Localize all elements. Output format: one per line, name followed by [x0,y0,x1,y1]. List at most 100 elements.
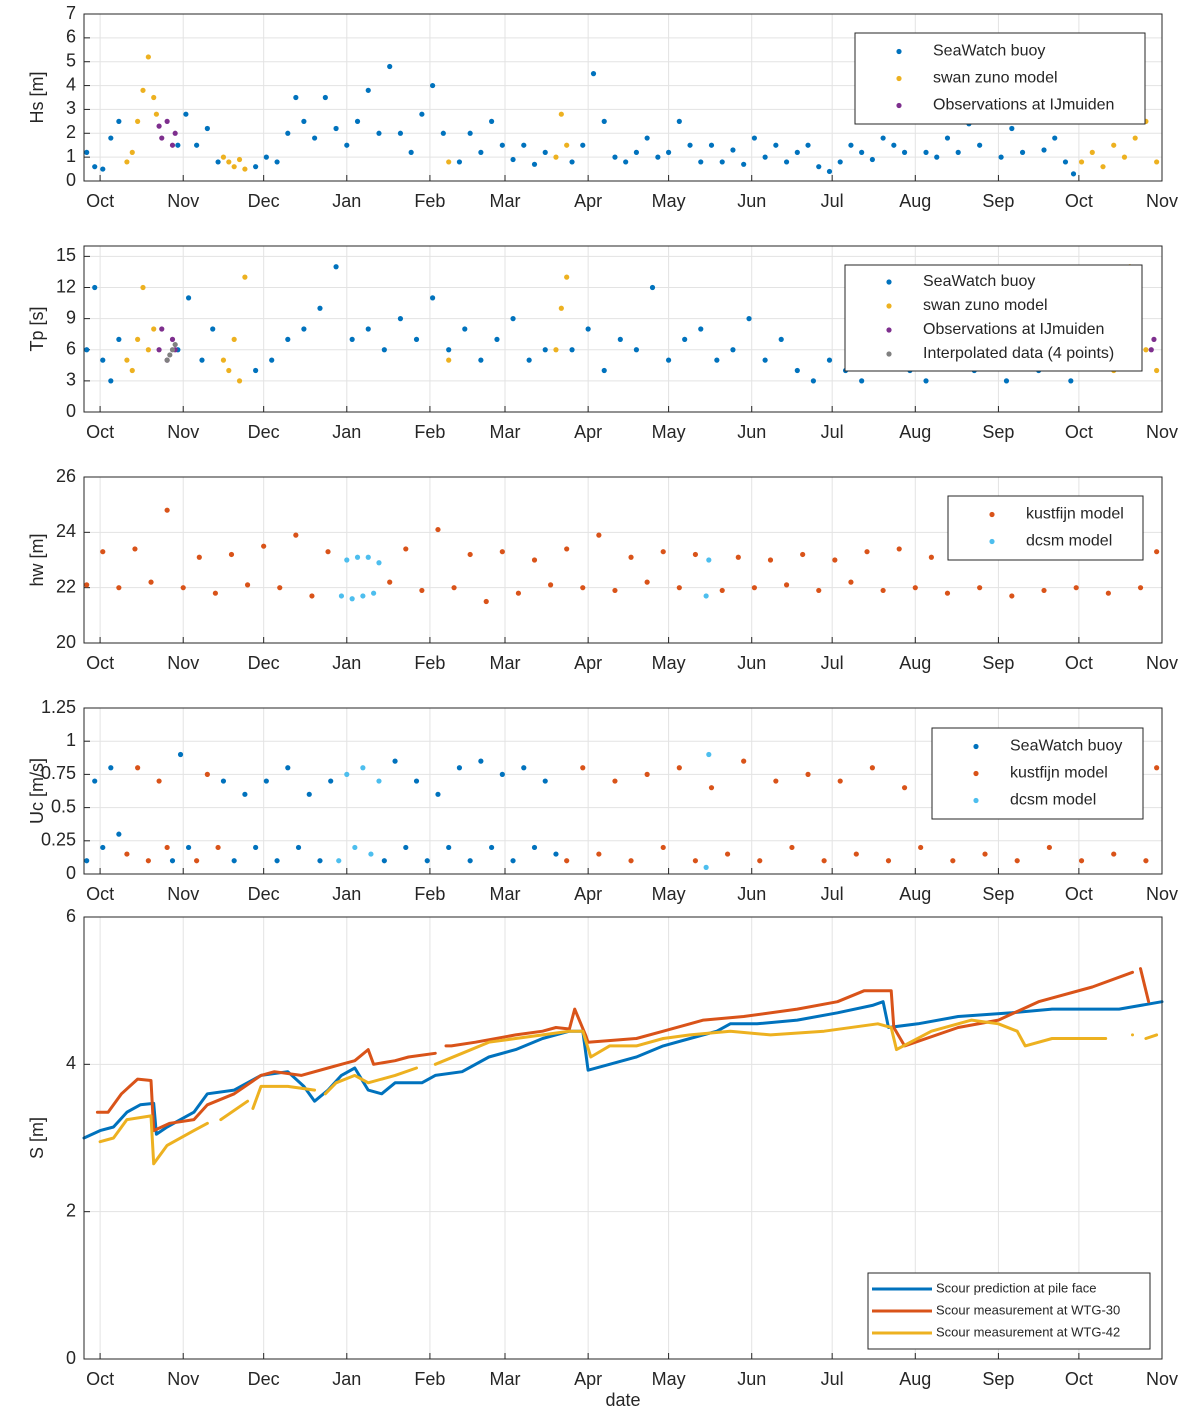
data-point [821,858,827,864]
data-point [848,142,854,148]
series-line [95,967,1151,1133]
data-point [116,585,122,591]
data-point [510,858,516,864]
data-point [196,554,202,560]
y-tick-label: 5 [66,50,76,70]
data-point [295,844,302,851]
y-tick-label: 0 [66,1348,76,1368]
data-point [1089,149,1095,155]
legend-swatch [973,797,979,804]
legend-box [854,32,1146,125]
y-tick-label: 3 [66,370,76,390]
data-point [706,751,712,758]
data-point [553,851,559,857]
data-point [435,791,441,797]
x-tick-label: Apr [574,191,602,211]
data-point [199,357,205,363]
data-point [285,336,291,342]
data-point [564,546,570,552]
data-point [724,851,731,857]
data-point [832,557,838,563]
x-tick-label: Oct [86,653,114,673]
data-point [175,142,181,148]
data-point [880,135,886,141]
data-point [164,357,170,363]
x-tick-label: Oct [86,884,114,904]
data-point [274,858,280,864]
data-point [580,142,586,148]
data-point [419,587,425,594]
x-tick-label: Nov [1146,422,1178,442]
legend-swatch [989,511,995,518]
axes-box [83,707,1163,875]
data-point [494,336,500,342]
legend-label: SeaWatch buoy [923,273,1035,290]
data-point [1148,347,1154,353]
x-tick-label: Oct [1065,884,1093,904]
data-point [633,149,640,155]
x-tick-label: Sep [982,1369,1014,1389]
x-tick-label: Apr [574,884,602,904]
data-point [140,284,146,291]
legend-box [931,727,1144,820]
y-tick-label: 15 [56,245,76,265]
y-tick-label: 3 [66,98,76,118]
x-tick-label: Oct [86,422,114,442]
legend-swatch [886,303,892,309]
data-point [84,858,90,864]
data-point [977,585,983,591]
y-tick-label: 4 [66,74,76,94]
data-point [1070,171,1077,177]
data-point [285,130,291,136]
data-point [1003,378,1010,384]
legend-label: Scour measurement at WTG-30 [936,1302,1120,1317]
data-point [333,125,339,132]
data-point [751,585,757,591]
x-tick-label: Dec [248,191,280,211]
legend-label: Observations at IJmuiden [933,97,1114,114]
data-point [317,858,323,864]
x-tick-label: Nov [1146,1369,1178,1389]
data-point [261,543,267,549]
x-tick-label: Mar [490,1369,521,1389]
x-tick-label: Jan [332,653,361,673]
data-point [172,130,178,136]
x-tick-label: May [652,191,686,211]
data-point [580,765,586,771]
y-axis-label: S [m] [27,1117,47,1159]
data-point [1154,159,1160,165]
y-tick-label: 0 [66,401,76,421]
data-point [1137,585,1144,591]
data-point [601,118,607,124]
data-point [521,765,527,771]
x-tick-label: Nov [167,884,199,904]
data-point [531,844,538,851]
data-point [408,149,414,155]
series-line [82,1000,1164,1140]
panel: Oct Nov Dec Jan Feb Mar Apr May Jun Jul Aug Sep Oct N… [27,466,1178,673]
data-point [204,125,210,132]
data-point [644,771,650,778]
data-point [253,367,259,374]
data-point [430,82,436,89]
data-point [226,159,232,165]
data-point [660,549,666,555]
data-point [456,765,463,771]
data-point [169,858,176,864]
data-point [848,579,854,585]
data-point [446,347,452,353]
legend-label: swan zuno model [923,297,1048,314]
data-point [456,159,463,165]
data-point [783,582,790,588]
data-point [676,765,682,771]
data-point [167,352,173,358]
legend-box [844,264,1143,372]
data-point [923,149,929,155]
x-tick-label: Nov [1146,653,1178,673]
data-point [100,357,106,363]
data-point [274,159,280,165]
data-point [510,316,516,322]
data-point [891,142,897,148]
y-tick-label: 0.75 [41,763,76,783]
